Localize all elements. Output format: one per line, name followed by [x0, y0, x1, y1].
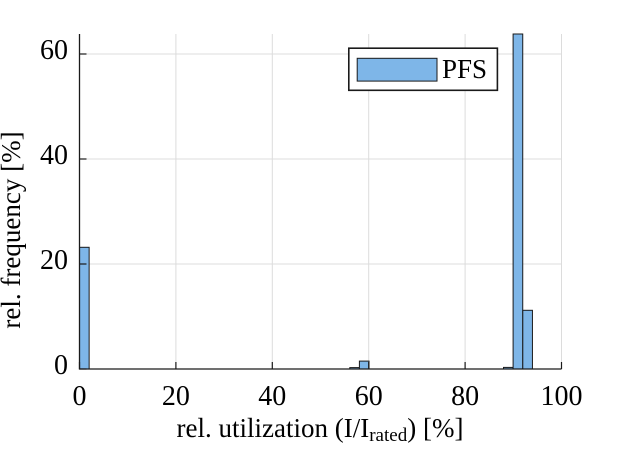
svg-text:0: 0: [54, 350, 68, 381]
svg-text:rel. frequency [%]: rel. frequency [%]: [0, 131, 26, 328]
svg-text:0: 0: [73, 381, 87, 412]
svg-text:20: 20: [162, 381, 190, 412]
svg-text:20: 20: [40, 245, 68, 276]
svg-text:PFS: PFS: [442, 54, 487, 84]
svg-text:80: 80: [451, 381, 479, 412]
svg-text:40: 40: [40, 140, 68, 171]
svg-text:60: 60: [355, 381, 383, 412]
svg-text:60: 60: [40, 35, 68, 66]
svg-text:40: 40: [258, 381, 286, 412]
svg-text:100: 100: [541, 381, 583, 412]
svg-text:rel. utilization (I/Irated) [%: rel. utilization (I/Irated) [%]: [177, 413, 464, 446]
